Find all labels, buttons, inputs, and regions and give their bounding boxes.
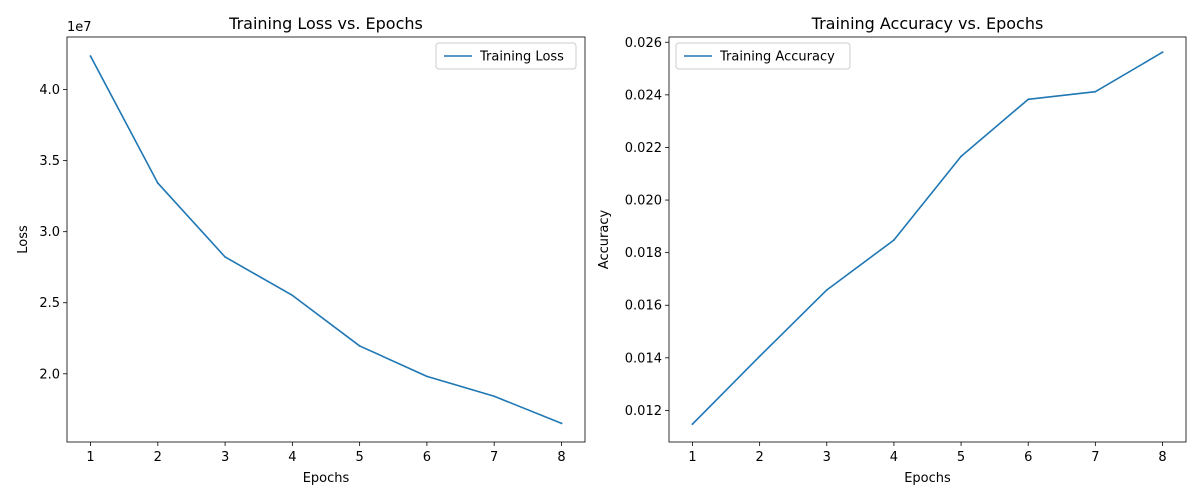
y-tick-label: 0.026 bbox=[625, 36, 662, 51]
chart-title: Training Accuracy vs. Epochs bbox=[811, 14, 1044, 33]
legend: Training Loss bbox=[435, 42, 577, 70]
x-tick-label: 4 bbox=[288, 450, 296, 465]
x-tick-label: 6 bbox=[1024, 450, 1032, 465]
accuracy-chart: Training Accuracy vs. Epochs 1 2 3 4 5 6 7 8 0.01… bbox=[597, 14, 1187, 486]
x-tick-label: 7 bbox=[1091, 450, 1099, 465]
data-point bbox=[426, 375, 428, 378]
y-tick-label: 0.012 bbox=[625, 404, 662, 419]
data-point bbox=[960, 155, 962, 158]
x-tick-label: 4 bbox=[890, 450, 898, 465]
y-tick-label: 0.018 bbox=[625, 246, 662, 261]
data-point bbox=[758, 355, 761, 358]
y-tick-label: 0.016 bbox=[625, 299, 662, 314]
y-tick-label: 2.5 bbox=[39, 296, 60, 311]
x-tick-label: 6 bbox=[423, 450, 431, 465]
data-point bbox=[358, 345, 361, 347]
y-tick-label: 2.0 bbox=[39, 367, 60, 382]
data-point bbox=[1094, 90, 1097, 93]
x-tick-label: 5 bbox=[355, 450, 363, 465]
data-point bbox=[893, 239, 895, 241]
y-offset-label: 1e7 bbox=[67, 20, 92, 35]
data-point bbox=[493, 395, 496, 398]
data-point bbox=[224, 256, 226, 258]
x-tick-label: 2 bbox=[154, 450, 162, 465]
x-tick-label: 2 bbox=[756, 450, 764, 465]
x-tick-label: 3 bbox=[823, 450, 831, 465]
y-tick-label: 0.014 bbox=[625, 351, 662, 366]
legend-box bbox=[435, 42, 577, 70]
x-tick-label: 8 bbox=[557, 450, 565, 465]
y-tick-label: 0.022 bbox=[625, 141, 662, 156]
y-axis-label: Accuracy bbox=[597, 210, 612, 270]
plot-frame bbox=[668, 36, 1187, 443]
x-tick-label: 8 bbox=[1158, 450, 1166, 465]
series-line bbox=[691, 51, 1164, 426]
y-axis-label: Loss bbox=[16, 225, 31, 254]
data-point bbox=[560, 422, 563, 425]
y-tick-label: 0.024 bbox=[625, 88, 662, 103]
loss-chart: Training Loss vs. Epochs 1 2 3 4 5 6 7 8 2.0 2.5 3.… bbox=[16, 14, 586, 486]
y-tick-label: 3.5 bbox=[39, 154, 60, 169]
y-tick-label: 4.0 bbox=[39, 83, 60, 98]
data-point bbox=[691, 423, 694, 426]
x-tick-label: 5 bbox=[957, 450, 965, 465]
x-axis-label: Epochs bbox=[904, 471, 951, 486]
legend-label: Training Loss bbox=[479, 50, 564, 65]
x-tick-label: 7 bbox=[490, 450, 498, 465]
series-line bbox=[89, 55, 563, 425]
plot-frame bbox=[66, 36, 586, 443]
legend-label: Training Accuracy bbox=[719, 50, 835, 65]
y-tick-label: 0.020 bbox=[625, 194, 662, 209]
data-point bbox=[1027, 98, 1030, 101]
chart-title: Training Loss vs. Epochs bbox=[228, 14, 423, 33]
data-point bbox=[89, 55, 92, 58]
data-point bbox=[291, 294, 294, 297]
x-tick-label: 1 bbox=[86, 450, 94, 465]
x-tick-label: 3 bbox=[221, 450, 229, 465]
legend-box bbox=[675, 42, 851, 70]
legend: Training Accuracy bbox=[675, 42, 851, 70]
x-tick-label: 1 bbox=[688, 450, 696, 465]
x-axis-label: Epochs bbox=[303, 471, 350, 486]
data-point bbox=[1161, 51, 1164, 54]
data-point bbox=[156, 182, 159, 184]
y-tick-label: 3.0 bbox=[39, 225, 60, 240]
data-point bbox=[825, 289, 828, 291]
